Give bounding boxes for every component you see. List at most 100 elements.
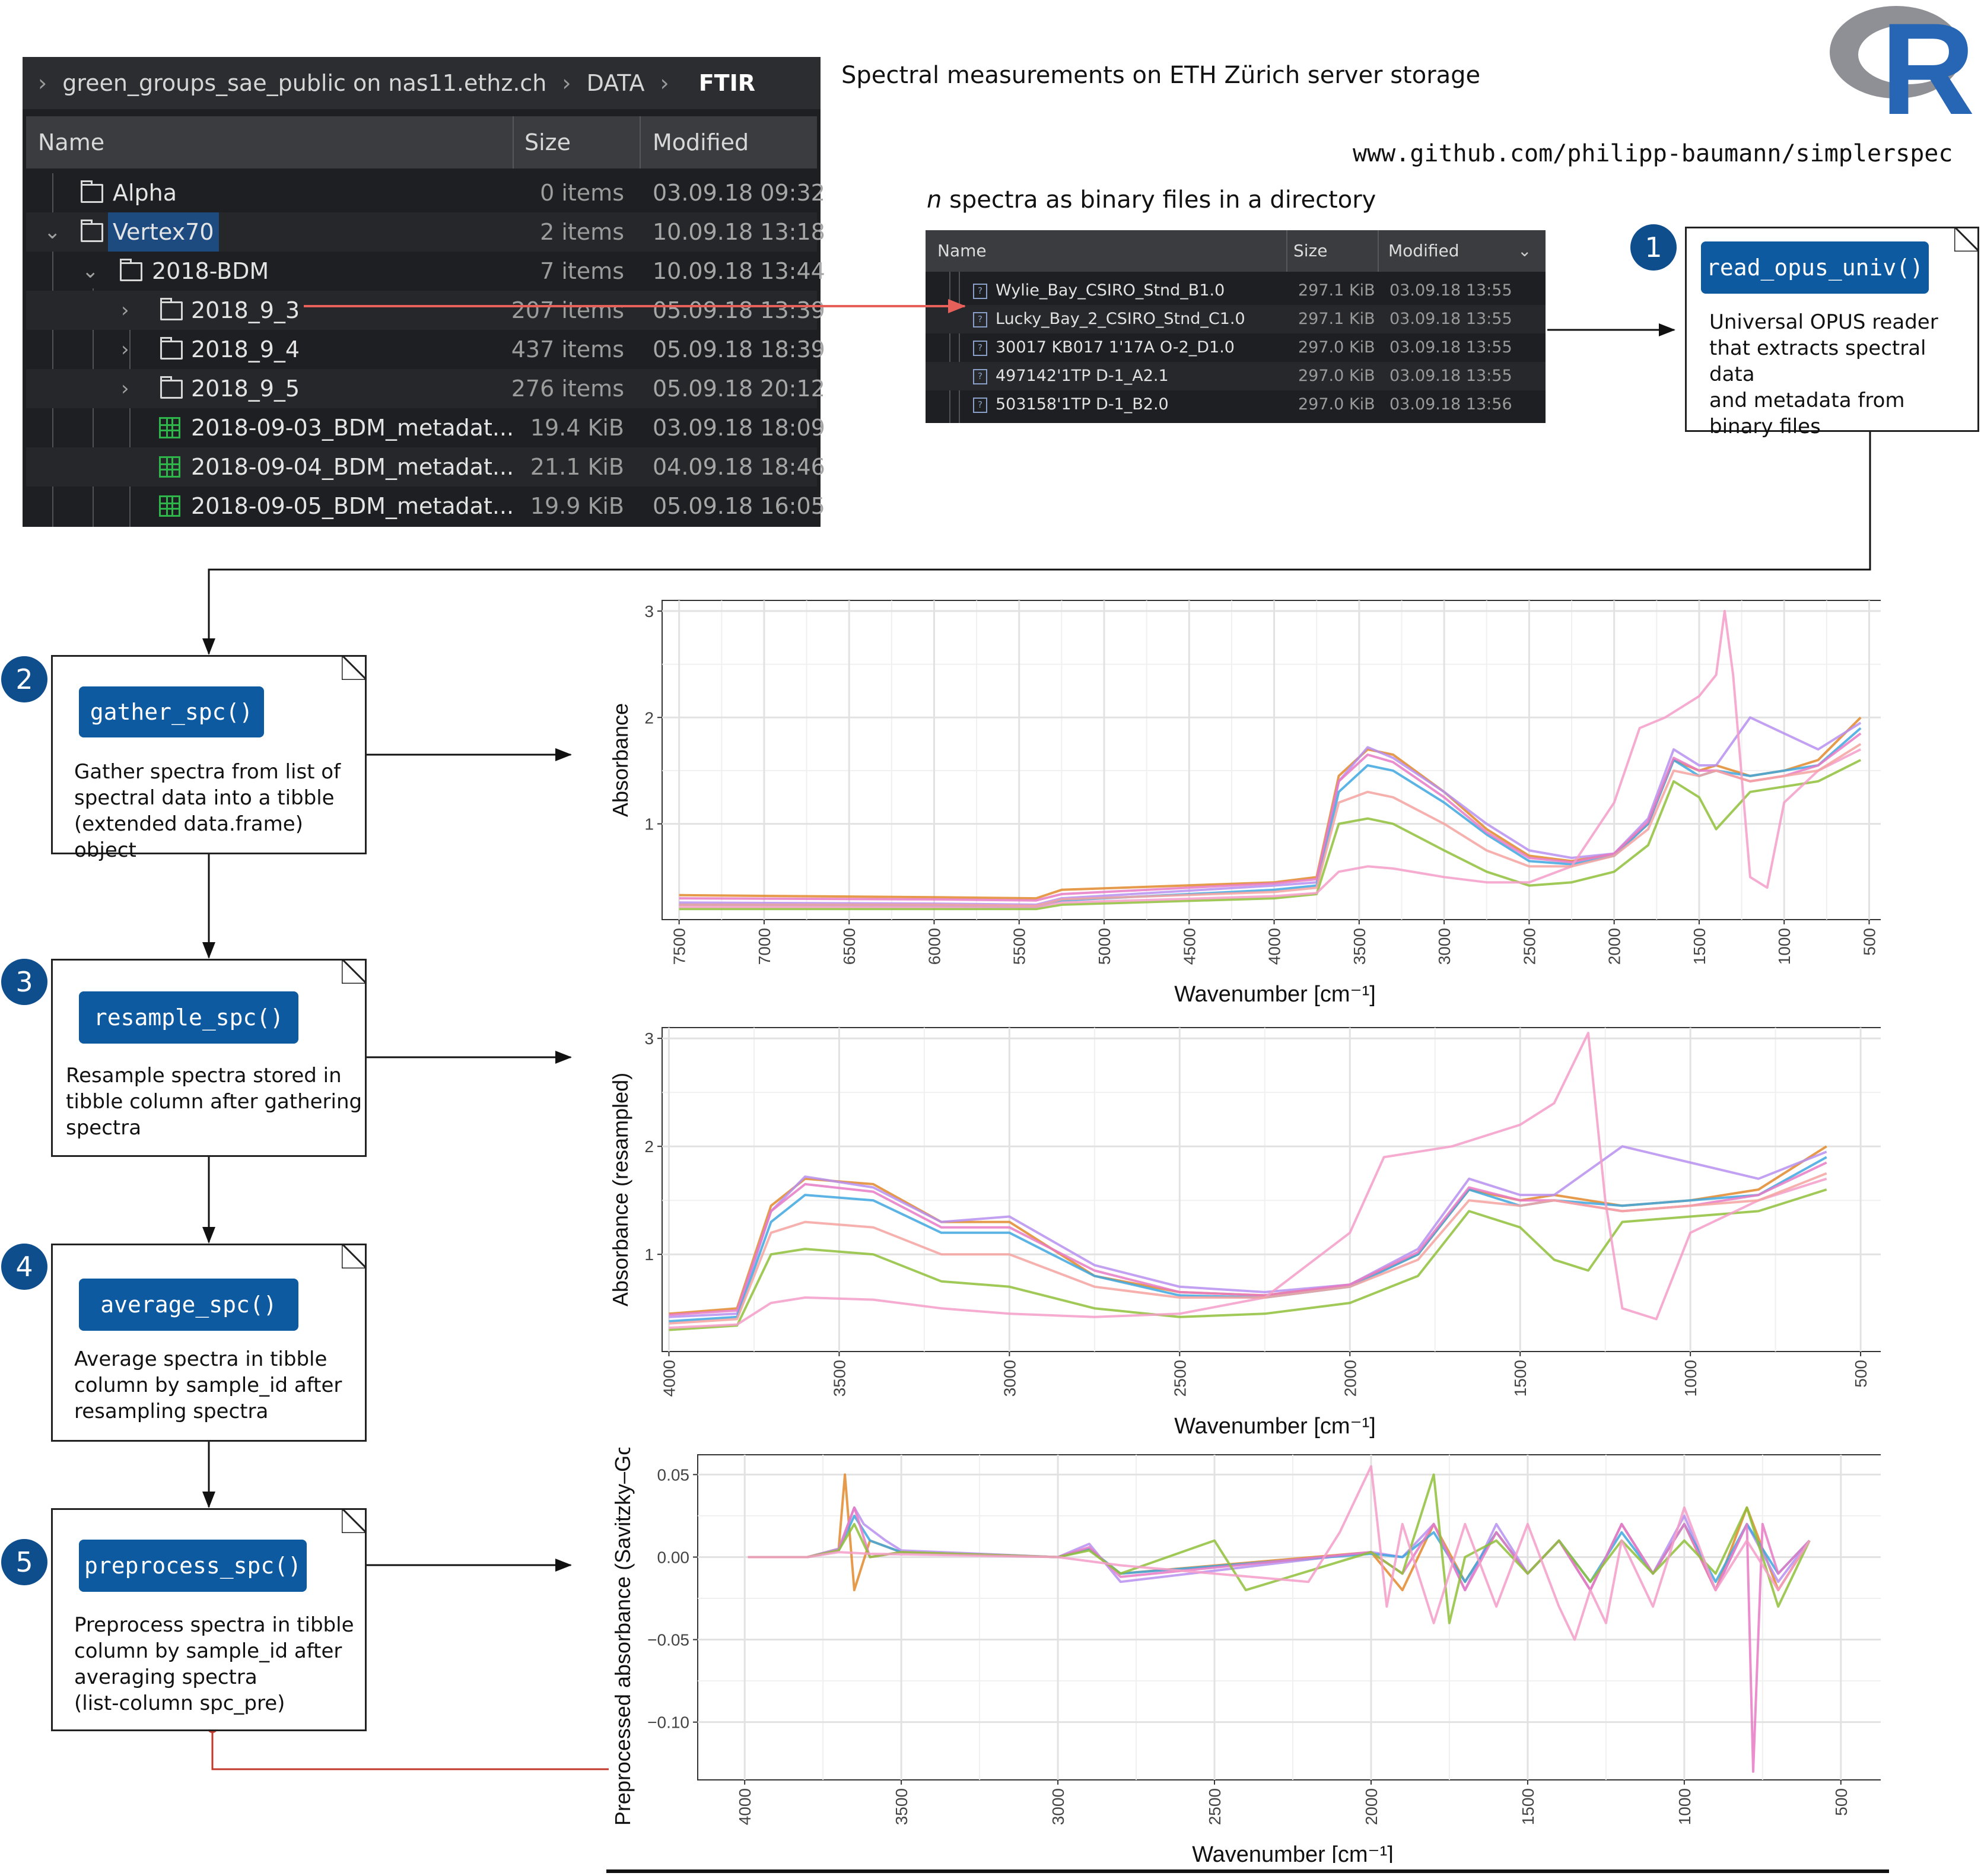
step-box-gather: gather_spc() Gather spectra from list of…	[51, 655, 367, 862]
file-row[interactable]: 2018-09-04_BDM_metadat... 21.1 KiB 04.09…	[26, 447, 825, 487]
spectrum-line	[748, 1465, 1811, 1641]
x-tick-label: 2500	[1206, 1788, 1224, 1825]
step-box-preprocess: preprocess_spc() Preprocess spectra in t…	[51, 1508, 367, 1731]
folder-icon	[160, 337, 183, 360]
function-button-resample-spc[interactable]: resample_spc()	[79, 991, 298, 1044]
x-tick-label: 4000	[736, 1788, 754, 1825]
y-tick-label: 3	[644, 1029, 654, 1048]
y-tick-label: 1	[644, 815, 654, 834]
step-description: Resample spectra stored in tibble column …	[66, 1064, 363, 1140]
spreadsheet-icon	[159, 456, 180, 478]
function-button-gather-spc[interactable]: gather_spc()	[79, 686, 264, 737]
y-tick-label: 2	[644, 708, 654, 727]
folded-corner	[342, 959, 367, 984]
function-button-read-opus-univ[interactable]: read_opus_univ()	[1701, 241, 1929, 294]
chevron-down-icon[interactable]: ⌄	[1518, 241, 1532, 260]
x-tick-label: 3000	[1049, 1788, 1067, 1825]
breadcrumb: › green_groups_sae_public on nas11.ethz.…	[23, 57, 821, 109]
file-row[interactable]: 2018-09-03_BDM_metadat... 19.4 KiB 03.09…	[26, 408, 825, 447]
binary-file-row[interactable]: ? 497142'1TP D-1_A2.1 297.0 KiB 03.09.18 13…	[926, 362, 1546, 390]
spectrum-line	[679, 716, 1862, 900]
spectrum-line	[669, 1172, 1827, 1325]
column-size[interactable]: Size	[1293, 241, 1328, 260]
x-tick-label: 7500	[670, 928, 689, 965]
x-tick-label: 2500	[1520, 928, 1538, 965]
y-tick-label: 0.00	[657, 1548, 690, 1566]
unknown-file-icon: ?	[973, 341, 987, 356]
x-tick-label: 6000	[925, 928, 943, 965]
step-number-2: 2	[1, 656, 47, 702]
folder-icon	[81, 220, 103, 242]
file-row[interactable]: ⌄ Vertex70 2 items 10.09.18 13:18	[26, 212, 825, 252]
x-tick-label: 1500	[1690, 928, 1709, 965]
chevron-right-icon[interactable]: ›	[121, 338, 129, 361]
binary-caption-text: spectra as binary files in a directory	[949, 186, 1376, 214]
file-row[interactable]: › 2018_9_4 437 items 05.09.18 18:39	[26, 330, 825, 369]
x-tick-label: 1500	[1511, 1360, 1530, 1397]
chevron-down-icon[interactable]: ⌄	[44, 220, 61, 244]
function-button-preprocess-spc[interactable]: preprocess_spc()	[79, 1540, 307, 1592]
column-modified[interactable]: Modified	[653, 129, 749, 155]
x-tick-label: 3500	[830, 1360, 848, 1397]
y-tick-label: 3	[644, 602, 654, 621]
file-row[interactable]: › 2018_9_3 207 items 05.09.18 13:39	[26, 291, 825, 330]
column-name[interactable]: Name	[937, 241, 987, 260]
y-axis-label: Absorbance	[608, 703, 632, 817]
x-tick-label: 3500	[1350, 928, 1369, 965]
folder-icon	[160, 298, 183, 320]
file-row[interactable]: › 2018_9_5 276 items 05.09.18 20:12	[26, 369, 825, 408]
step-description: Preprocess spectra in tibble column by sa…	[74, 1613, 354, 1715]
column-modified[interactable]: Modified	[1388, 241, 1459, 260]
step-box-average: average_spc() Average spectra in tibble c…	[51, 1244, 367, 1442]
column-size[interactable]: Size	[524, 129, 571, 155]
folded-corner	[1954, 227, 1979, 252]
breadcrumb-ftir[interactable]: FTIR	[698, 70, 755, 96]
breadcrumb-data[interactable]: DATA	[586, 70, 645, 96]
unknown-file-icon: ?	[973, 312, 987, 327]
x-tick-label: 3000	[1000, 1360, 1019, 1397]
folder-icon	[120, 259, 142, 281]
github-url[interactable]: www.github.com/philipp-baumann/simplersp…	[1353, 140, 1953, 167]
file-row[interactable]: 2018-09-05_BDM_metadat... 19.9 KiB 05.09…	[26, 487, 825, 526]
x-tick-label: 2000	[1362, 1788, 1381, 1825]
chevron-right-icon[interactable]: ›	[121, 377, 129, 400]
red-link	[211, 1728, 609, 1770]
step-description: Gather spectra from list of spectral data…	[74, 760, 341, 862]
spectrum-line	[669, 1032, 1827, 1329]
chevron-down-icon[interactable]: ⌄	[82, 259, 99, 283]
y-tick-label: 2	[644, 1137, 654, 1156]
chart-absorbance: 7500 7000 6500 6000 5500 5000 4500 4000 3500 3000…	[608, 600, 1881, 1007]
spreadsheet-icon	[159, 495, 180, 517]
chevron-right-icon[interactable]: ›	[121, 298, 129, 322]
x-tick-label: 500	[1852, 1360, 1870, 1388]
binary-file-row[interactable]: ? Wylie_Bay_CSIRO_Stnd_B1.0 297.1 KiB 03.09…	[926, 276, 1546, 305]
step-description: Universal OPUS reader that extracts spect…	[1709, 310, 1938, 438]
chart-absorbance-resampled: 4000 3500 3000 2500 2000 1500 1000 500 1 2 3 Wavenu…	[608, 1027, 1881, 1439]
breadcrumb-server[interactable]: green_groups_sae_public on nas11.ethz.ch	[62, 70, 547, 96]
step-number-5: 5	[1, 1539, 47, 1585]
step-number-1: 1	[1630, 224, 1677, 271]
spectrum-line	[748, 1473, 1811, 1624]
file-row[interactable]: Alpha 0 items 03.09.18 09:32	[26, 173, 825, 212]
x-tick-label: 4500	[1180, 928, 1198, 965]
step-number-3: 3	[1, 959, 47, 1005]
x-tick-label: 6500	[840, 928, 858, 965]
step-box-resample: resample_spc() Resample spectra stored i…	[51, 959, 367, 1157]
x-axis-label: Wavenumber [cm⁻¹]	[1174, 1414, 1376, 1439]
chevron-right-icon: ›	[562, 70, 571, 96]
function-button-average-spc[interactable]: average_spc()	[79, 1279, 298, 1331]
x-tick-label: 1000	[1675, 1788, 1694, 1825]
column-name[interactable]: Name	[38, 129, 105, 155]
folder-icon	[81, 180, 103, 203]
chevron-right-icon: ›	[660, 70, 669, 96]
folded-corner	[342, 655, 367, 680]
binary-file-row[interactable]: ? 30017 KB017 1'17A O-2_D1.0 297.0 KiB 03.0…	[926, 333, 1546, 362]
x-tick-label: 2500	[1171, 1360, 1189, 1397]
binary-file-row[interactable]: ? Lucky_Bay_2_CSIRO_Stnd_C1.0 297.1 KiB 03.…	[926, 305, 1546, 333]
x-axis-label: Wavenumber [cm⁻¹]	[1174, 982, 1376, 1007]
x-tick-label: 4000	[660, 1360, 678, 1397]
chevron-right-icon: ›	[38, 70, 47, 96]
binary-file-row[interactable]: ? 503158'1TP D-1_B2.0 297.0 KiB 03.09.18 13…	[926, 390, 1546, 419]
file-row[interactable]: ⌄ 2018-BDM 7 items 10.09.18 13:44	[26, 252, 825, 291]
